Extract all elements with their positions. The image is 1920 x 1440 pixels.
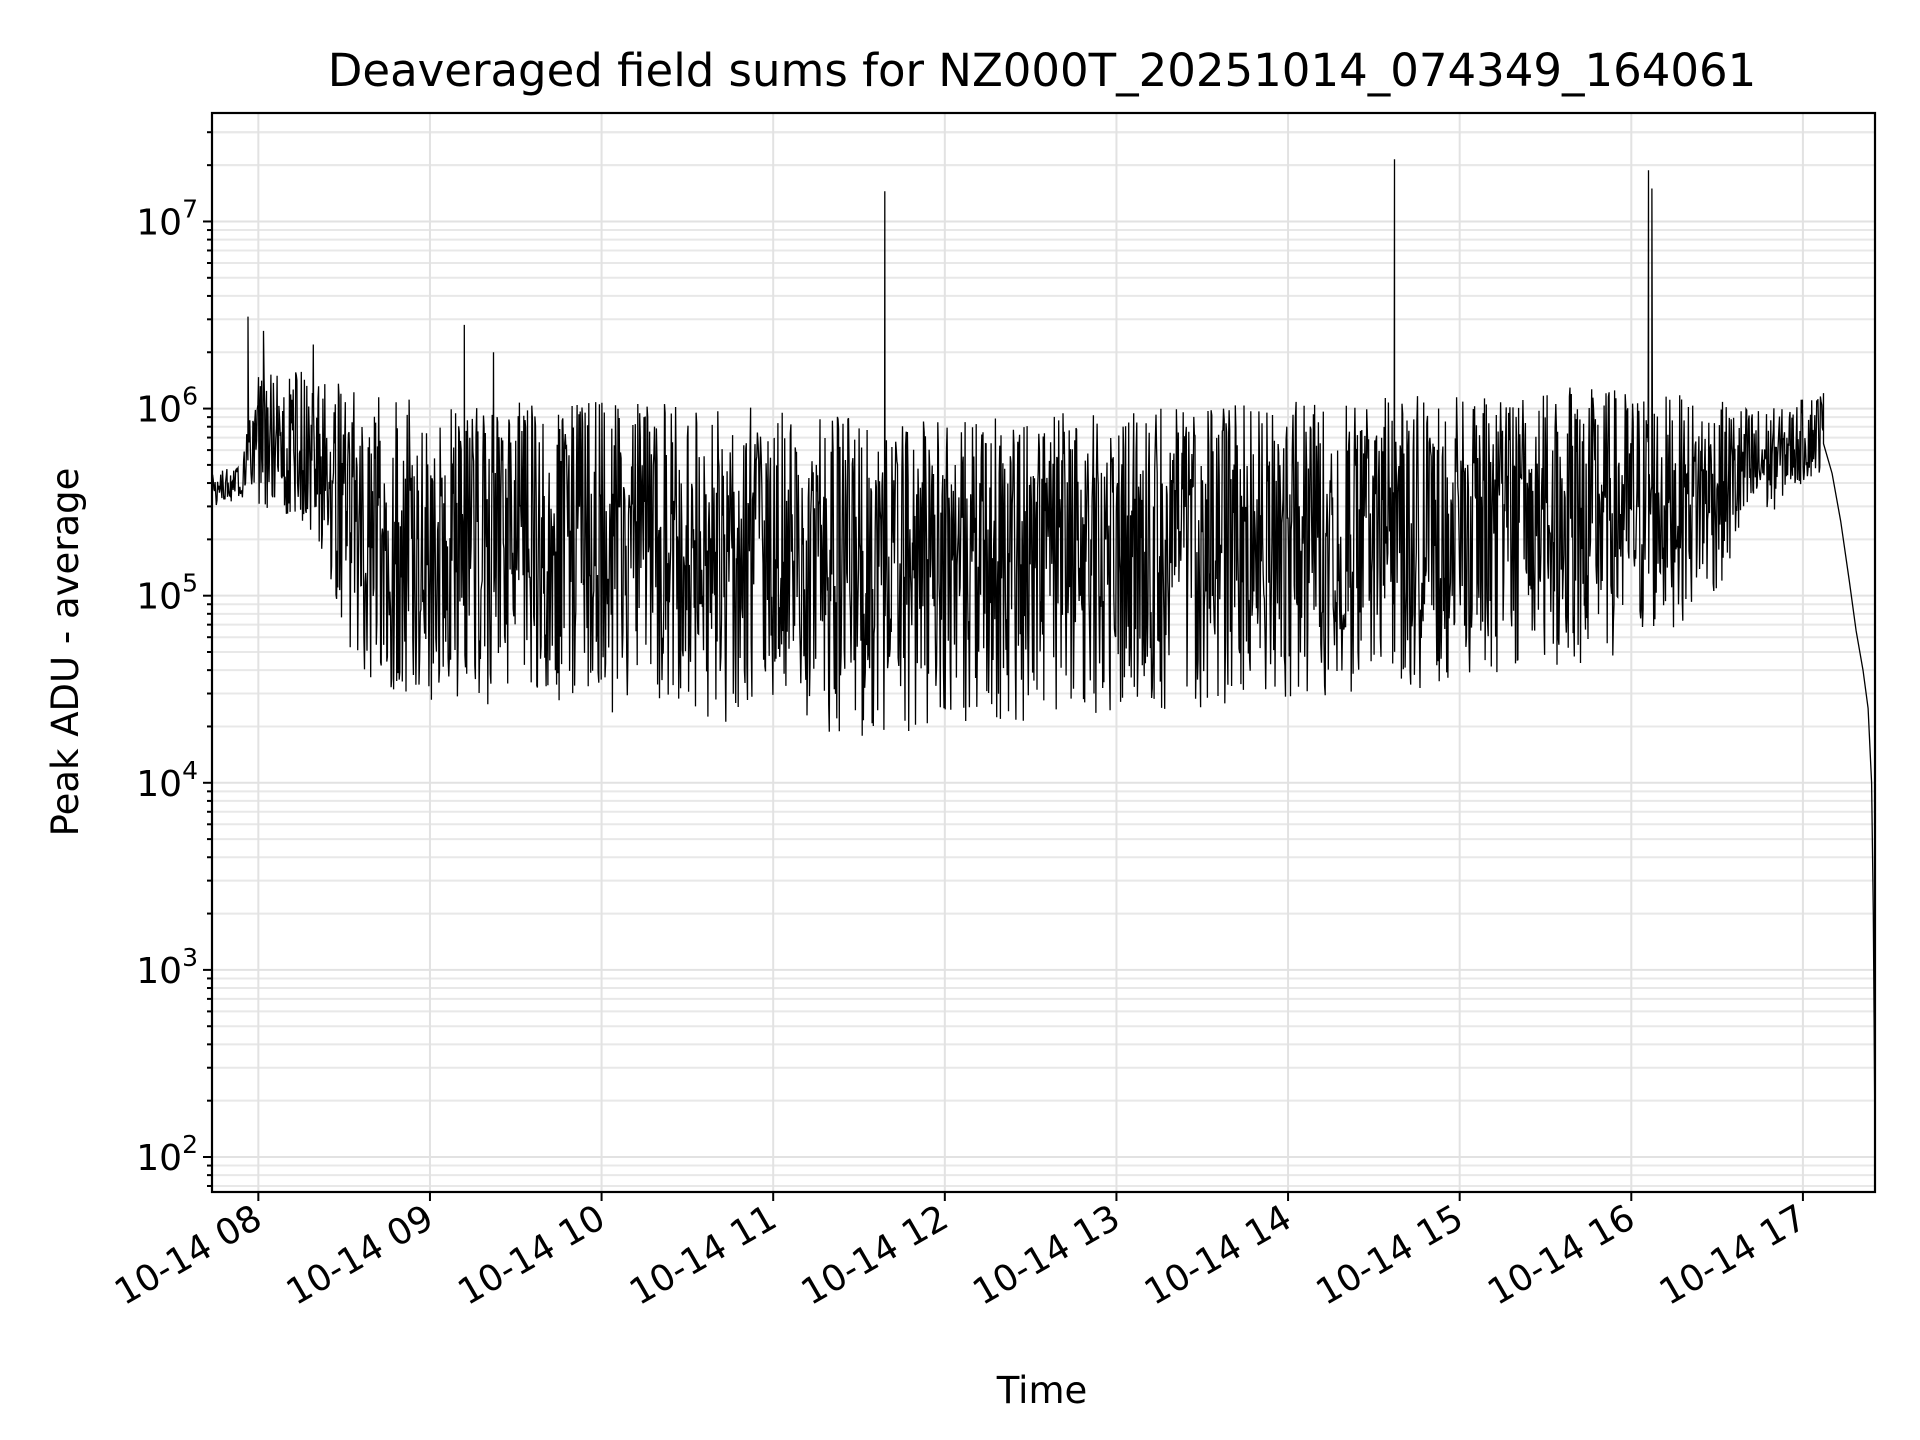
y-tick-base: 10 [136,764,182,805]
y-axis-label: Peak ADU - average [44,468,87,837]
y-tick-base: 10 [136,202,182,243]
y-tick-exponent: 4 [182,756,198,785]
series-layer [212,159,1875,1143]
y-tick-label: 106 [136,382,198,431]
y-tick-label: 105 [136,569,198,618]
y-tick-label: 102 [136,1130,198,1179]
y-tick-label: 104 [136,756,198,805]
y-tick-base: 10 [136,577,182,618]
y-tick-exponent: 7 [182,194,198,223]
y-tick-base: 10 [136,390,182,431]
y-tick-label: 107 [136,194,198,243]
x-axis-label: Time [996,1369,1088,1412]
series-line-field-sum [212,159,1875,1143]
y-tick-base: 10 [136,1138,182,1179]
y-tick-exponent: 5 [182,569,198,598]
chart-title: Deaveraged field sums for NZ000T_2025101… [328,44,1757,97]
y-tick-exponent: 2 [182,1130,198,1159]
y-tick-exponent: 3 [182,943,198,972]
y-tick-exponent: 6 [182,382,198,411]
y-tick-label: 103 [136,943,198,992]
y-tick-base: 10 [136,951,182,992]
